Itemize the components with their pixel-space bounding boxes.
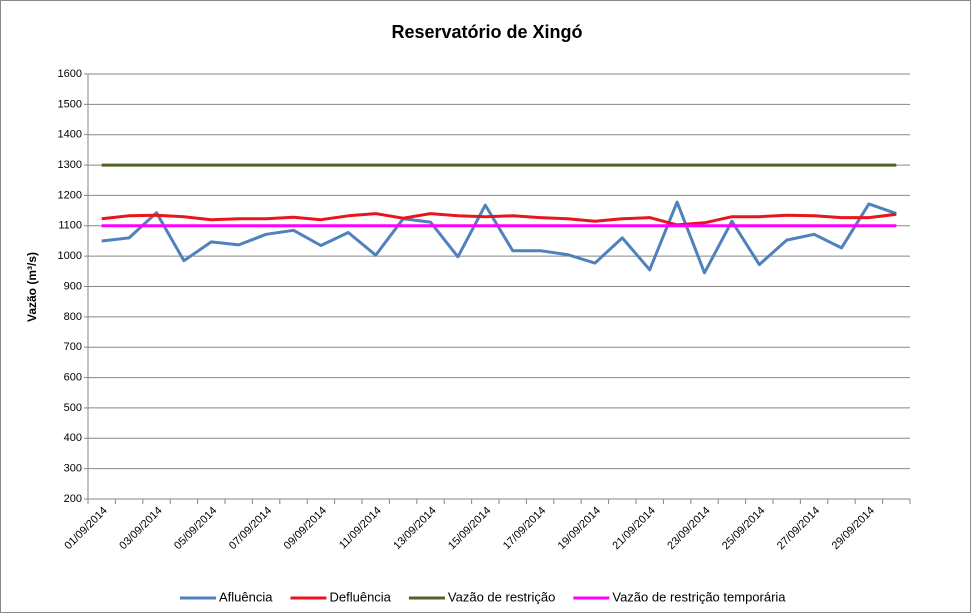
y-tick-label: 700 xyxy=(64,341,82,353)
y-tick-label: 900 xyxy=(64,280,82,292)
y-tick-label: 200 xyxy=(64,493,82,505)
y-tick-label: 1400 xyxy=(58,129,82,141)
legend-label: Vazão de restrição temporária xyxy=(612,589,786,604)
y-tick-label: 1300 xyxy=(58,159,82,171)
y-tick-label: 600 xyxy=(64,371,82,383)
y-axis-label: Vazão (m³/s) xyxy=(25,252,39,322)
y-tick-label: 1600 xyxy=(58,68,82,80)
y-tick-label: 1100 xyxy=(58,220,82,232)
y-tick-label: 1200 xyxy=(58,189,82,201)
y-tick-label: 300 xyxy=(64,463,82,475)
y-tick-label: 1500 xyxy=(58,98,82,110)
y-tick-label: 1000 xyxy=(58,250,82,262)
chart-title: Reservatório de Xingó xyxy=(391,22,582,42)
y-tick-label: 500 xyxy=(64,402,82,414)
y-tick-label: 800 xyxy=(64,311,82,323)
legend-label: Vazão de restrição xyxy=(448,589,555,604)
legend-label: Afluência xyxy=(219,589,273,604)
legend-label: Defluência xyxy=(329,589,391,604)
series-line xyxy=(101,200,897,275)
y-tick-label: 400 xyxy=(64,432,82,444)
series-line xyxy=(101,212,897,227)
